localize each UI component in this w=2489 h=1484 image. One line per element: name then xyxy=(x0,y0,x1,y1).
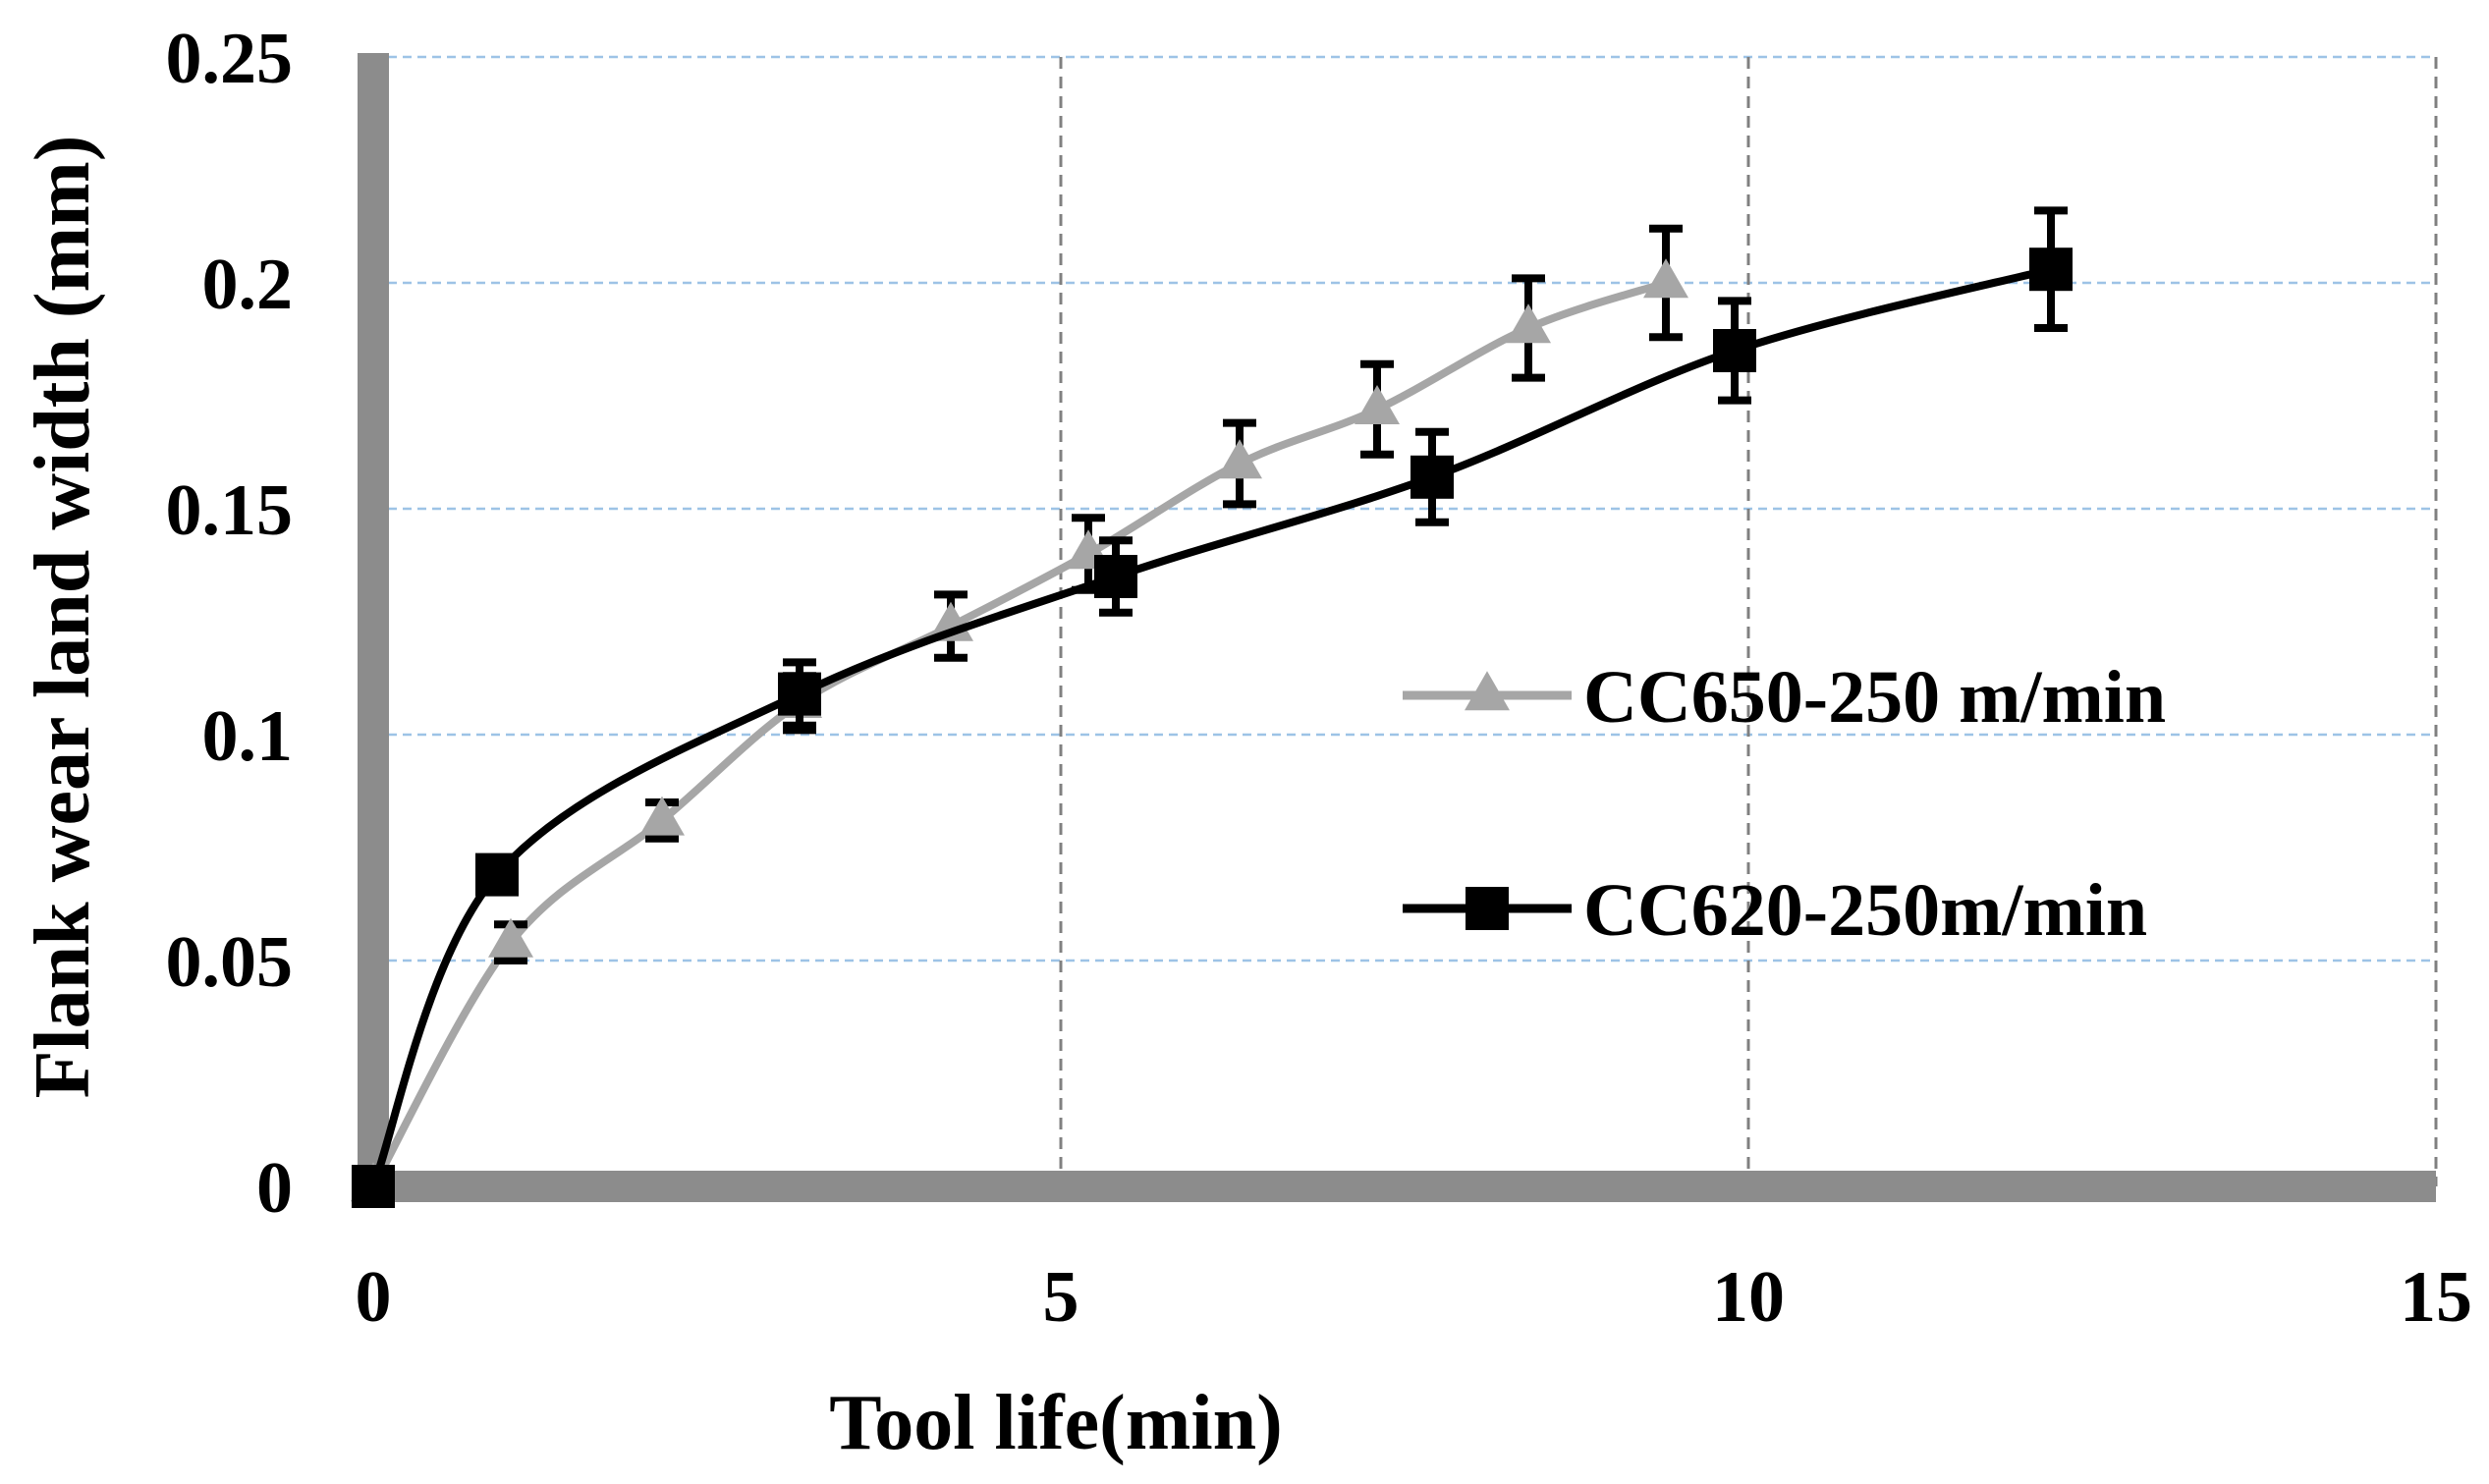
x-axis-title: Tool life(min) xyxy=(829,1380,1282,1466)
legend: CC650-250 m/min CC620-250m/min xyxy=(1403,656,2166,952)
series-cc620 xyxy=(352,206,2073,1208)
tick-labels: 0 0.05 0.1 0.15 0.2 0.25 0 5 10 15 xyxy=(166,19,2473,1338)
grid xyxy=(373,55,2438,1186)
y-tick-label: 0.1 xyxy=(202,696,294,777)
y-tick-label: 0 xyxy=(256,1148,293,1229)
axes xyxy=(358,53,2436,1202)
data-point xyxy=(1217,439,1262,479)
data-point xyxy=(352,1165,395,1208)
data-point xyxy=(1355,385,1400,424)
series xyxy=(351,206,2073,1208)
legend-marker xyxy=(1465,671,1510,711)
data-point xyxy=(2029,247,2073,292)
data-point xyxy=(1094,555,1137,598)
x-tick-label: 0 xyxy=(356,1257,392,1338)
legend-label: CC620-250m/min xyxy=(1583,869,2147,952)
y-tick-label: 0.25 xyxy=(166,19,294,99)
data-point xyxy=(778,672,821,716)
legend-entry: CC650-250 m/min xyxy=(1403,656,2166,739)
series-cc650 xyxy=(351,224,1688,1202)
data-point xyxy=(1643,258,1688,299)
x-tick-label: 15 xyxy=(2400,1257,2472,1338)
legend-entry: CC620-250m/min xyxy=(1403,869,2147,952)
data-point xyxy=(488,917,533,958)
legend-label: CC650-250 m/min xyxy=(1583,656,2166,739)
data-point xyxy=(1506,303,1551,344)
x-axis-line xyxy=(358,1171,2436,1202)
data-point xyxy=(639,796,685,836)
y-tick-label: 0.2 xyxy=(202,245,294,325)
x-tick-label: 5 xyxy=(1043,1257,1079,1338)
x-tick-label: 10 xyxy=(1712,1257,1785,1338)
y-tick-label: 0.15 xyxy=(166,470,294,551)
y-tick-label: 0.05 xyxy=(166,922,294,1003)
data-point xyxy=(475,852,519,897)
data-point xyxy=(1713,329,1756,372)
y-axis-title: Flank wear land width (mm) xyxy=(20,136,106,1099)
series-line xyxy=(369,279,1668,1188)
y-axis-line xyxy=(358,53,389,1202)
legend-marker xyxy=(1466,887,1509,930)
data-point xyxy=(1410,455,1454,499)
